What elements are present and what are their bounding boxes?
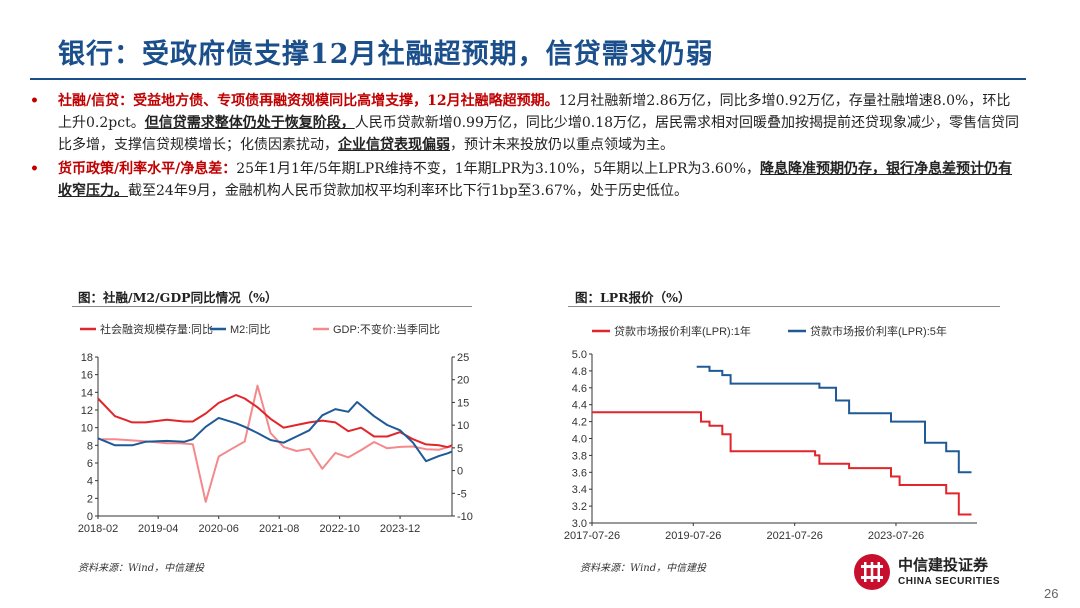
y-tick-label-left: 4 xyxy=(87,476,93,488)
bullet-emphasis: 企业信贷表现偏弱 xyxy=(338,137,450,153)
series-line xyxy=(696,365,972,474)
y-tick-label-left: 14 xyxy=(81,387,93,399)
y-tick-label-left: 0 xyxy=(87,511,93,523)
bullet-text: ，预计未来投放仍以重点领域为主。 xyxy=(450,137,674,153)
series-line xyxy=(102,384,453,503)
y-tick-label: 4.6 xyxy=(572,383,587,395)
legend-label: 贷款市场报价利率(LPR):5年 xyxy=(810,324,947,338)
right-chart-source: 资料来源：Wind，中信建投 xyxy=(580,563,707,574)
y-tick-label-left: 16 xyxy=(81,370,93,382)
y-tick-label: 4.2 xyxy=(572,417,587,429)
bullet-head: 货币政策/利率水平/净息差： xyxy=(58,161,237,177)
y-tick-label: 4.0 xyxy=(572,434,587,446)
series-line xyxy=(97,401,453,463)
bullet-monetary: • 货币政策/利率水平/净息差：25年1月1年/5年期LPR维持不变，1年期LP… xyxy=(30,158,1020,202)
x-tick-label: 2018-02 xyxy=(78,523,118,535)
x-tick-label: 2021-08 xyxy=(259,523,299,535)
series-line xyxy=(97,394,453,449)
left-chart-caption: 图：社融/M2/GDP同比情况（%） xyxy=(78,290,278,305)
y-tick-label-right: -5 xyxy=(457,488,467,500)
bullet-text: 截至24年9月，金融机构人民币贷款加权平均利率环比下行1bp至3.67%，处于历… xyxy=(128,183,689,199)
y-tick-label-right: 0 xyxy=(457,466,463,478)
bullet-list: • 社融/信贷：受益地方债、专项债再融资规模同比高增支撑，12月社融略超预期。1… xyxy=(30,90,1020,204)
y-tick-label-left: 18 xyxy=(81,352,93,364)
y-tick-label-right: 15 xyxy=(457,397,469,409)
page-number: 26 xyxy=(1044,586,1059,601)
y-tick-label-left: 2 xyxy=(87,493,93,505)
bullet-credit: • 社融/信贷：受益地方债、专项债再融资规模同比高增支撑，12月社融略超预期。1… xyxy=(30,90,1020,156)
y-tick-label: 4.8 xyxy=(572,366,587,378)
y-tick-label-right: 5 xyxy=(457,443,463,455)
y-tick-label-left: 12 xyxy=(81,405,93,417)
y-tick-label-left: 6 xyxy=(87,458,93,470)
right-chart-caption: 图：LPR报价（%） xyxy=(575,290,691,305)
y-tick-label-right: 25 xyxy=(457,352,469,364)
title-divider xyxy=(30,78,1026,80)
y-tick-label-right: -10 xyxy=(457,511,473,523)
bullet-text: 25年1月1年/5年期LPR维持不变，1年期LPR为3.10%，5年期以上LPR… xyxy=(236,161,761,177)
x-tick-label: 2022-10 xyxy=(319,523,359,535)
y-tick-label: 4.4 xyxy=(572,400,587,412)
bullet-text: 12月社融新增2.86万亿，同比多增0.92万亿，存量社融增速8.0%，环比上升… xyxy=(58,93,1011,131)
logo-name-cn: 中信建投证券 xyxy=(898,556,989,574)
x-tick-label: 2021-07-26 xyxy=(767,530,823,542)
logo-name-en: CHINA SECURITIES xyxy=(898,576,1001,587)
right-chart: 3.0 3.2 3.4 3.6 3.8 4.0 4.2 4.4 4.6 4.8 5.0 2017-07… xyxy=(564,324,977,542)
legend-label: GDP:不变价:当季同比 xyxy=(333,322,440,336)
left-chart-source: 资料来源：Wind，中信建投 xyxy=(78,563,205,574)
page-title: 银行：受政府债支撑12月社融超预期，信贷需求仍弱 xyxy=(58,39,714,70)
x-tick-label: 2019-04 xyxy=(138,523,178,535)
legend-label: M2:同比 xyxy=(230,323,270,336)
y-tick-label: 3.4 xyxy=(572,484,587,496)
logo-emblem-icon xyxy=(854,554,890,590)
y-tick-label-left: 8 xyxy=(87,440,93,452)
y-tick-label-left: 10 xyxy=(81,423,93,435)
y-tick-label-right: 10 xyxy=(457,420,469,432)
y-tick-label: 3.8 xyxy=(572,450,587,462)
right-chart-divider xyxy=(568,306,1000,307)
legend-label: 社会融资规模存量:同比 xyxy=(100,322,213,336)
x-tick-label: 2023-12 xyxy=(380,523,420,535)
y-tick-label: 3.6 xyxy=(572,467,587,479)
bullet-head: 社融/信贷：受益地方债、专项债再融资规模同比高增支撑，12月社融略超预期。 xyxy=(58,93,559,109)
legend-label: 贷款市场报价利率(LPR):1年 xyxy=(614,324,751,338)
x-tick-label: 2023-07-26 xyxy=(868,530,924,542)
bullet-emphasis: 但信贷需求整体仍处于恢复阶段， xyxy=(144,115,355,131)
left-chart-divider xyxy=(72,306,472,307)
x-tick-label: 2017-07-26 xyxy=(564,530,620,542)
y-tick-label-right: 20 xyxy=(457,375,469,387)
x-tick-label: 2019-07-26 xyxy=(665,530,721,542)
left-chart: 0 2 4 6 8 10 12 14 16 18 -10 -5 0 5 10 15 20 25 2018-02 201… xyxy=(78,322,473,535)
y-tick-label: 5.0 xyxy=(572,349,587,361)
bullet-emphasis: 降息降准预期仍存，银行净息差预计仍有收窄压力。 xyxy=(58,161,1013,199)
bullet-text: 人民币贷款新增0.99万亿，同比少增0.18万亿，居民需求相对回暖叠加按揭提前还… xyxy=(58,115,1020,153)
bullet-marker: • xyxy=(30,93,39,109)
company-logo: 中信建投证券 CHINA SECURITIES xyxy=(852,552,1032,592)
y-tick-label: 3.0 xyxy=(572,518,587,530)
y-tick-label: 3.2 xyxy=(572,501,587,513)
series-line xyxy=(592,411,972,516)
bullet-marker: • xyxy=(30,161,39,177)
x-tick-label: 2020-06 xyxy=(199,523,239,535)
